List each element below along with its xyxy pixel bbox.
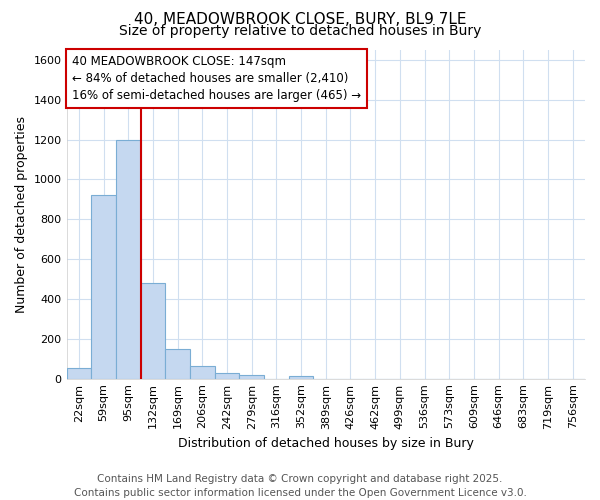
Bar — [239, 374, 264, 378]
Bar — [165, 349, 190, 378]
Text: Size of property relative to detached houses in Bury: Size of property relative to detached ho… — [119, 24, 481, 38]
Bar — [289, 376, 313, 378]
Bar — [215, 372, 239, 378]
Bar — [91, 196, 116, 378]
Y-axis label: Number of detached properties: Number of detached properties — [15, 116, 28, 313]
X-axis label: Distribution of detached houses by size in Bury: Distribution of detached houses by size … — [178, 437, 474, 450]
Bar — [116, 140, 140, 378]
Bar — [140, 283, 165, 378]
Text: 40 MEADOWBROOK CLOSE: 147sqm
← 84% of detached houses are smaller (2,410)
16% of: 40 MEADOWBROOK CLOSE: 147sqm ← 84% of de… — [72, 55, 361, 102]
Bar — [190, 366, 215, 378]
Bar — [67, 368, 91, 378]
Text: Contains HM Land Registry data © Crown copyright and database right 2025.
Contai: Contains HM Land Registry data © Crown c… — [74, 474, 526, 498]
Text: 40, MEADOWBROOK CLOSE, BURY, BL9 7LE: 40, MEADOWBROOK CLOSE, BURY, BL9 7LE — [134, 12, 466, 28]
